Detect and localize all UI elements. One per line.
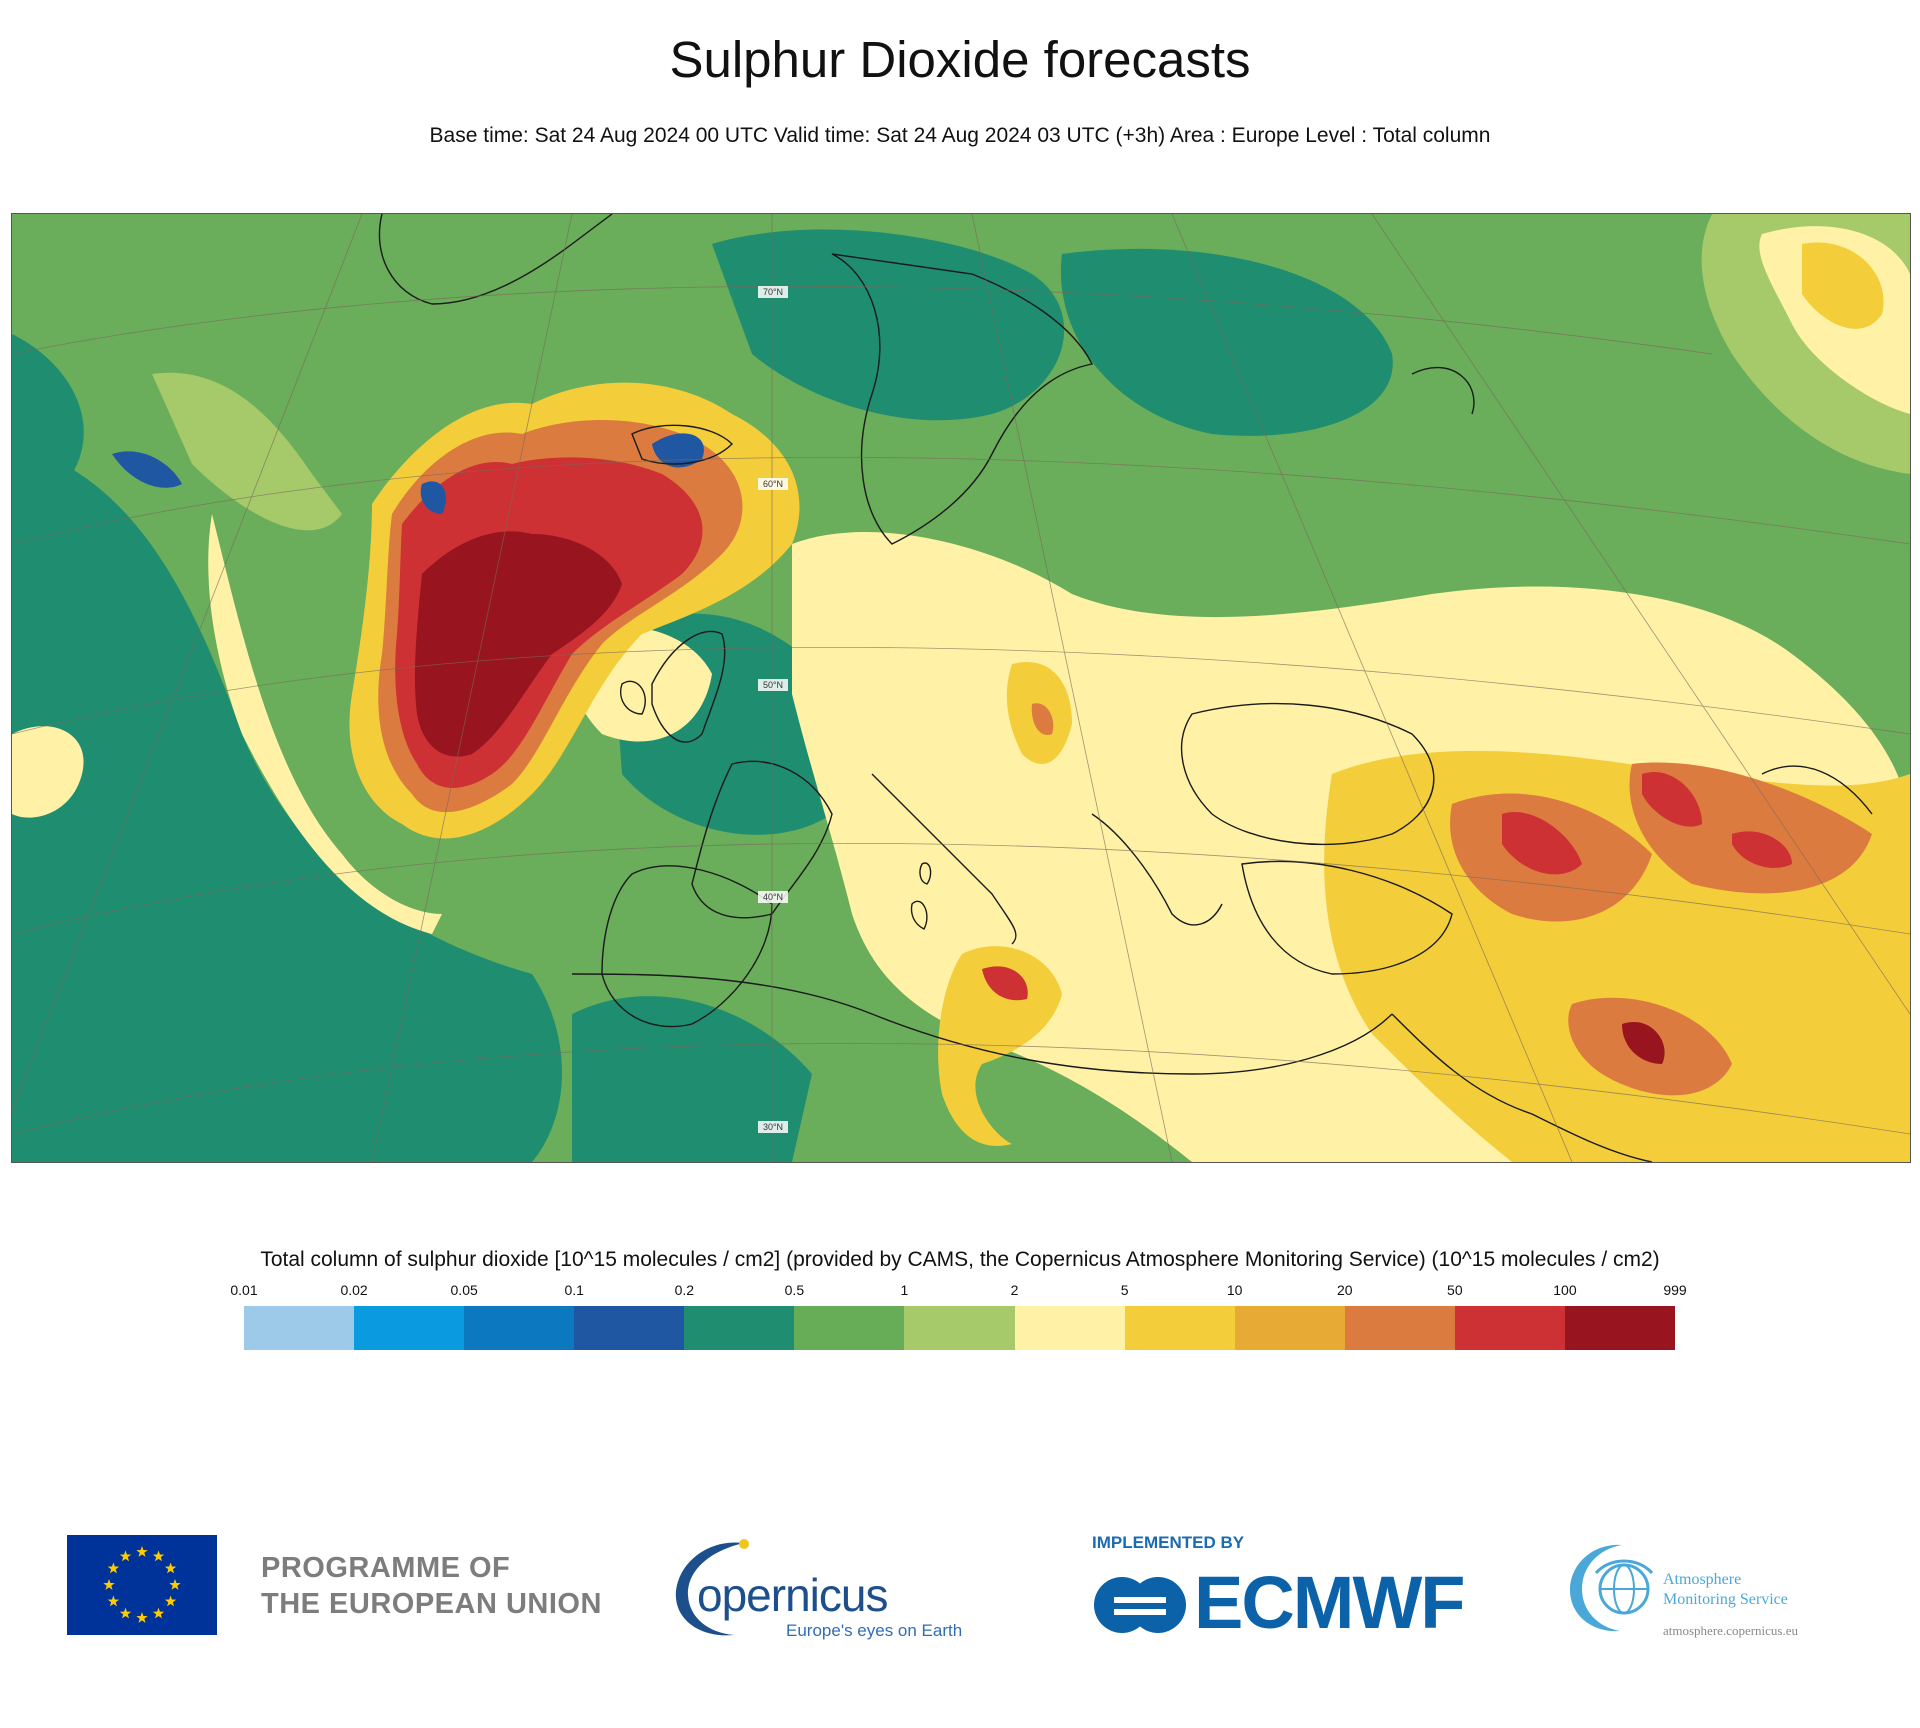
coastlines — [378, 214, 1873, 1162]
blue-patch-west — [112, 451, 182, 488]
colorbar-tick-label: 0.1 — [564, 1282, 584, 1298]
colorbar-tick-label: 100 — [1553, 1282, 1577, 1298]
colorbar-tick-label: 5 — [1120, 1282, 1129, 1298]
turkey-red-west — [1502, 812, 1582, 875]
colorbar-swatch — [684, 1306, 795, 1350]
colorbar-tick-label: 999 — [1663, 1282, 1687, 1298]
eu-star — [107, 1595, 120, 1607]
colorbar-tick-label: 2 — [1010, 1282, 1019, 1298]
colorbar-swatch — [904, 1306, 1015, 1350]
west-yellow-patch — [12, 726, 84, 818]
colorbar-tick-label: 0.05 — [450, 1282, 478, 1298]
eu-star — [152, 1607, 165, 1619]
morocco-teal — [572, 996, 812, 1162]
eu-star — [107, 1562, 120, 1574]
colorbar-swatch — [1564, 1306, 1676, 1350]
lat-label-30: 30°N — [763, 1122, 783, 1132]
eu-star — [136, 1546, 148, 1557]
so2-map: 70°N 60°N 50°N 40°N 30°N — [11, 213, 1911, 1163]
ams-line-2: Monitoring Service — [1663, 1591, 1788, 1608]
colorbar-tick-label: 1 — [900, 1282, 909, 1298]
eu-line-1: PROGRAMME OF — [261, 1552, 511, 1584]
tunisia-red — [982, 966, 1028, 1001]
colorbar-tick-label: 20 — [1336, 1282, 1353, 1298]
colorbar-swatch — [1344, 1306, 1455, 1350]
copernicus-swoosh-icon — [675, 1539, 749, 1636]
lat-line-50 — [12, 647, 1910, 735]
colorbar-ticks: 0.01 0.02 0.05 0.1 0.2 0.5 1 2 5 10 20 50 100 999 — [0, 1282, 1920, 1302]
italy-hotspot — [1031, 703, 1054, 735]
colorbar-swatch — [794, 1306, 905, 1350]
plume-dark-red — [414, 531, 622, 757]
eu-star — [119, 1550, 132, 1562]
forecast-subtitle: Base time: Sat 24 Aug 2024 00 UTC Valid … — [429, 124, 1491, 147]
colorbar-title: Total column of sulphur dioxide [10^15 m… — [260, 1248, 1660, 1271]
meridian-w10 — [371, 214, 573, 1162]
colorbar-swatch — [574, 1306, 685, 1350]
colorbar-swatch — [354, 1306, 465, 1350]
colorbar-tick-label: 0.02 — [340, 1282, 368, 1298]
colorbar-swatch — [464, 1306, 575, 1350]
eu-star — [164, 1562, 177, 1574]
colorbar-swatch — [1014, 1306, 1125, 1350]
eu-star — [103, 1579, 115, 1590]
lat-label-70: 70°N — [763, 287, 783, 297]
eu-star — [152, 1550, 165, 1562]
lat-label-60: 60°N — [763, 479, 783, 489]
ecmwf-symbol-icon — [1094, 1577, 1186, 1633]
ams-url: atmosphere.copernicus.eu — [1663, 1623, 1799, 1638]
atlantic-low-region — [12, 444, 562, 1162]
chart-title: Sulphur Dioxide forecasts — [669, 31, 1251, 88]
eu-star — [136, 1612, 148, 1623]
eu-stars-icon — [103, 1546, 181, 1623]
meridian-e10 — [971, 214, 1173, 1162]
latitude-labels: 70°N 60°N 50°N 40°N 30°N — [758, 286, 788, 1133]
arabia-dark-red — [1622, 1022, 1665, 1064]
ams-name: Atmosphere Monitoring Service — [1663, 1570, 1788, 1610]
yellow-arc — [208, 514, 442, 934]
colorbar-swatch — [244, 1306, 355, 1350]
scandinavia-teal — [712, 229, 1065, 421]
turkey-red-east — [1642, 772, 1702, 827]
map-canvas: 70°N 60°N 50°N 40°N 30°N — [12, 214, 1910, 1162]
copernicus-tagline: Europe's eyes on Earth — [786, 1621, 963, 1640]
lat-line-60 — [12, 457, 1910, 545]
lat-label-40: 40°N — [763, 892, 783, 902]
lat-label-50: 50°N — [763, 680, 783, 690]
iran-red — [1732, 831, 1792, 868]
blue-patch-greenland — [420, 481, 446, 514]
colorbar-tick-label: 10 — [1226, 1282, 1243, 1298]
lat-line-30 — [12, 1042, 1910, 1135]
ams-globe-icon — [1570, 1544, 1654, 1632]
graticule — [12, 214, 1910, 1162]
eu-line-2: THE EUROPEAN UNION — [261, 1588, 602, 1620]
copernicus-wordmark: opernicus — [697, 1569, 888, 1621]
north-atlantic-region — [12, 334, 84, 494]
eu-programme-text: PROGRAMME OF THE EUROPEAN UNION — [261, 1550, 602, 1622]
eu-star — [119, 1607, 132, 1619]
ne-orange-patch — [1802, 242, 1884, 329]
colorbar-tick-label: 0.5 — [784, 1282, 805, 1298]
colorbar-swatch — [1234, 1306, 1345, 1350]
meridian-e30 — [1371, 214, 1910, 1015]
colorbar-tick-label: 50 — [1447, 1282, 1463, 1298]
eu-star — [169, 1579, 181, 1590]
meridian-w20 — [12, 214, 363, 1112]
russia-teal — [1060, 248, 1393, 436]
lat-line-70 — [12, 285, 1713, 355]
lat-line-40 — [12, 842, 1910, 935]
colorbar-tick-label: 0.2 — [674, 1282, 695, 1298]
implemented-by-text: IMPLEMENTED BY — [1092, 1533, 1245, 1552]
colorbar — [244, 1306, 1676, 1350]
colorbar-swatch — [1454, 1306, 1565, 1350]
colorbar-swatch — [1124, 1306, 1235, 1350]
ecmwf-wordmark: ECMWF — [1194, 1561, 1465, 1644]
meridian-e20 — [1171, 214, 1573, 1162]
eu-star — [164, 1595, 177, 1607]
eu-flag-logo — [67, 1535, 217, 1635]
blue-patch-north — [652, 433, 704, 468]
ams-line-1: Atmosphere — [1663, 1571, 1742, 1588]
tunisia-orange — [938, 946, 1062, 1146]
colorbar-tick-label: 0.01 — [230, 1282, 258, 1298]
